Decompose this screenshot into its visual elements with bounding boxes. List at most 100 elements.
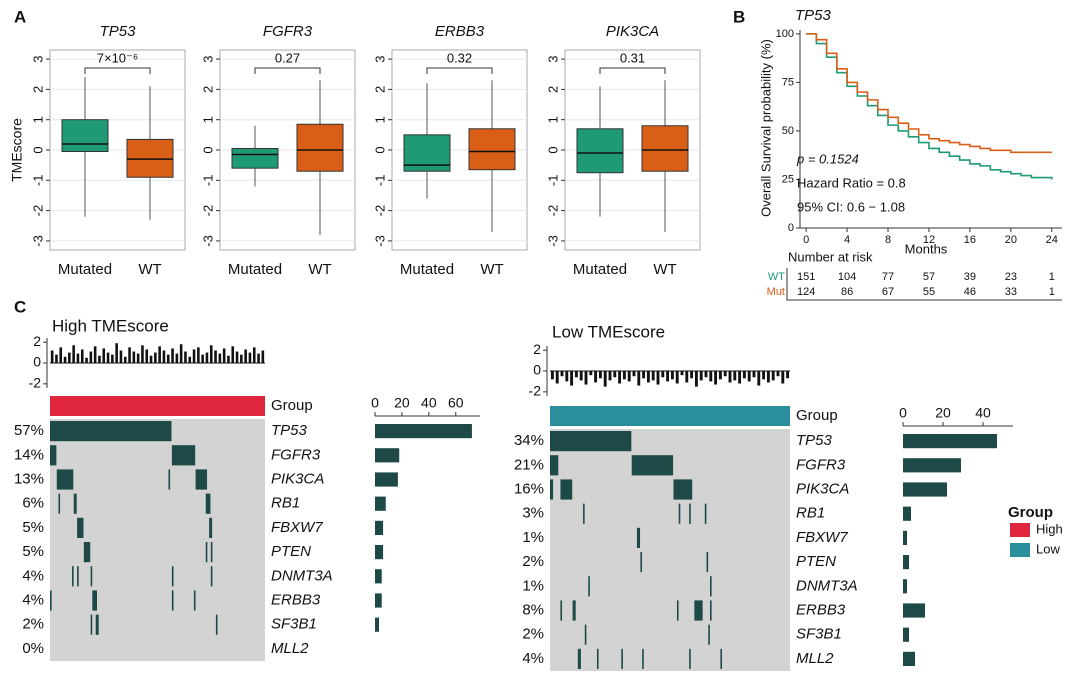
risk-table-title: Number at risk <box>788 249 873 264</box>
score-bar <box>76 353 80 363</box>
y-tick-label: 0 <box>533 362 541 378</box>
x-tick-label: 40 <box>421 395 437 411</box>
gene-label: ERBB3 <box>796 601 846 618</box>
score-bar <box>766 371 770 383</box>
mutation-tile <box>689 648 691 669</box>
bracket <box>254 67 321 74</box>
mutation-tile <box>77 517 84 538</box>
gene-label: FGFR3 <box>796 456 846 473</box>
risk-count: 1 <box>1049 286 1055 298</box>
score-bar <box>675 371 679 384</box>
mutation-tile <box>90 566 93 587</box>
score-bar <box>257 353 260 363</box>
score-bar <box>651 371 655 381</box>
mutation-tile <box>694 600 703 621</box>
y-tick-label: 3 <box>30 55 45 62</box>
gene-label: FBXW7 <box>796 529 848 546</box>
y-tick-label: 0 <box>30 146 45 153</box>
mutation-tile <box>210 566 213 587</box>
risk-count: 55 <box>923 286 935 298</box>
mutation-tile <box>77 566 79 587</box>
score-bar <box>704 371 708 378</box>
y-tick-label: -1 <box>372 175 387 187</box>
y-tick-label: 1 <box>372 116 387 123</box>
risk-count: 57 <box>923 271 935 283</box>
count-bar <box>903 579 907 594</box>
bracket <box>84 67 151 74</box>
mutation-tile <box>205 493 211 514</box>
mutation-tile <box>193 590 196 611</box>
score-bar <box>132 351 136 363</box>
x-tick-label: 12 <box>923 234 935 246</box>
x-tick-label: Mutated <box>573 261 627 278</box>
group-label: Group <box>796 407 838 424</box>
score-bar <box>248 352 252 363</box>
gene-label: ERBB3 <box>271 591 321 608</box>
score-bar <box>771 371 775 381</box>
percent-label: 0% <box>22 640 44 657</box>
score-bar <box>781 371 785 384</box>
score-bar <box>560 371 564 377</box>
box <box>61 119 109 153</box>
percent-label: 5% <box>22 519 44 536</box>
x-tick-label: Mutated <box>228 261 282 278</box>
score-bar <box>214 350 217 363</box>
percent-label: 16% <box>514 480 544 497</box>
chart-title: High TMEscore <box>52 316 169 335</box>
score-bar <box>179 344 183 363</box>
risk-row-label: Mut <box>767 286 785 298</box>
risk-count: 46 <box>964 286 976 298</box>
gene-label: FGFR3 <box>271 446 321 463</box>
count-bar <box>903 482 947 497</box>
y-tick-label: -1 <box>200 175 215 187</box>
mutation-tile <box>678 503 681 524</box>
score-bar <box>85 357 88 363</box>
score-bar <box>244 349 247 363</box>
score-bar <box>642 371 646 379</box>
legend-swatch <box>1010 543 1030 557</box>
matrix-background <box>50 419 265 661</box>
score-bar <box>141 345 144 363</box>
mutation-tile <box>720 648 723 669</box>
score-bar <box>685 371 689 383</box>
score-bar <box>218 353 222 363</box>
mutation-tile <box>706 552 709 573</box>
risk-count: 33 <box>1005 286 1017 298</box>
score-bar <box>613 371 617 378</box>
score-bar <box>656 371 660 385</box>
score-bar <box>261 350 265 363</box>
p-value: 0.32 <box>447 50 472 65</box>
gene-label: PIK3CA <box>271 470 324 487</box>
score-bar <box>594 371 598 383</box>
y-tick-label: -2 <box>200 205 215 217</box>
y-tick-label: 0 <box>33 354 41 370</box>
percent-label: 3% <box>522 505 544 522</box>
score-bar <box>589 371 593 376</box>
mutation-tile <box>710 576 712 597</box>
x-tick-label: WT <box>653 261 676 278</box>
score-bar <box>574 371 578 378</box>
mutation-tile <box>550 431 632 452</box>
y-tick-label: 2 <box>200 86 215 93</box>
x-tick-label: 0 <box>899 405 907 421</box>
gene-label: PTEN <box>796 553 836 570</box>
score-bar <box>188 356 192 363</box>
count-bar <box>375 545 384 560</box>
legend-swatch <box>1010 523 1030 537</box>
count-bar <box>903 506 911 521</box>
percent-label: 21% <box>514 456 544 473</box>
gene-label: DNMT3A <box>796 577 858 594</box>
score-bar <box>718 371 722 380</box>
count-bar <box>375 593 382 608</box>
gene-label: TP53 <box>796 432 833 449</box>
y-tick-label: 75 <box>782 76 794 88</box>
score-bar <box>670 371 674 380</box>
gene-label: SF3B1 <box>796 626 842 643</box>
gene-label: PIK3CA <box>796 480 849 497</box>
y-tick-label: 2 <box>33 333 41 349</box>
score-bar <box>98 355 101 363</box>
x-tick-label: 20 <box>394 395 410 411</box>
risk-count: 67 <box>882 286 894 298</box>
score-bar <box>738 371 742 384</box>
score-bar <box>55 354 58 363</box>
